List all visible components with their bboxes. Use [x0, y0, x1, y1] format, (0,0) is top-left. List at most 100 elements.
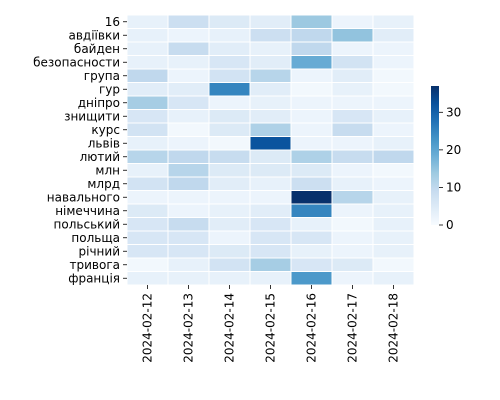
heatmap-cell	[126, 149, 169, 164]
heatmap-cell	[290, 95, 333, 110]
heatmap-cell	[208, 190, 251, 205]
heatmap-cell	[208, 68, 251, 83]
heatmap-cell	[126, 217, 169, 232]
heatmap-cell	[290, 55, 333, 70]
heatmap-cell	[372, 68, 415, 83]
y-tick-label: млн	[95, 163, 120, 177]
heatmap-cell	[249, 163, 292, 178]
heatmap-cell	[208, 217, 251, 232]
y-tick-label: тривога	[70, 258, 120, 272]
heatmap-cell	[208, 122, 251, 137]
y-tick-label: франція	[68, 271, 120, 285]
x-tick-label: 2024-02-17	[346, 293, 360, 363]
heatmap-cell	[372, 82, 415, 97]
heatmap-cell	[208, 149, 251, 164]
x-tick-label: 2024-02-14	[223, 293, 237, 363]
heatmap-cell	[331, 82, 374, 97]
colorbar-tick-label: 0	[446, 218, 454, 232]
heatmap-cell	[331, 176, 374, 191]
heatmap-cell	[126, 28, 169, 43]
heatmap-cell	[290, 163, 333, 178]
heatmap-cell	[372, 176, 415, 191]
heatmap-cell	[249, 122, 292, 137]
heatmap-cell	[126, 163, 169, 178]
heatmap-cell	[372, 244, 415, 259]
heatmap-cell	[126, 95, 169, 110]
heatmap-cell	[290, 41, 333, 56]
heatmap-cell	[126, 109, 169, 124]
y-tick-label: лютий	[80, 150, 120, 164]
heatmap-cell	[331, 109, 374, 124]
heatmap-cell	[126, 230, 169, 245]
x-tick-label: 2024-02-12	[141, 293, 155, 363]
y-tick-label: безопасности	[33, 55, 120, 69]
heatmap-cell	[167, 41, 210, 56]
heatmap-cell	[372, 14, 415, 29]
heatmap-cell	[249, 271, 292, 286]
heatmap-cell	[331, 163, 374, 178]
heatmap-cell	[331, 122, 374, 137]
heatmap-cell	[208, 109, 251, 124]
heatmap-cell	[372, 230, 415, 245]
heatmap-cell	[331, 244, 374, 259]
y-tick-label: дніпро	[78, 96, 120, 110]
heatmap-cell	[249, 136, 292, 151]
heatmap-cell	[249, 14, 292, 29]
heatmap-cell	[249, 230, 292, 245]
heatmap-cell	[372, 271, 415, 286]
heatmap-cell	[208, 82, 251, 97]
heatmap-cell	[167, 55, 210, 70]
heatmap-cell	[331, 28, 374, 43]
heatmap-cell	[331, 68, 374, 83]
heatmap-cell	[331, 190, 374, 205]
heatmap-cell	[126, 14, 169, 29]
heatmap-cell	[126, 55, 169, 70]
heatmap-cell	[249, 190, 292, 205]
heatmap-cell	[290, 14, 333, 29]
heatmap-cell	[372, 55, 415, 70]
heatmap-cell	[331, 55, 374, 70]
heatmap-cell	[208, 271, 251, 286]
heatmap-cell	[126, 203, 169, 218]
heatmap-cell	[331, 41, 374, 56]
heatmap-cell	[126, 257, 169, 272]
y-tick-label: 16	[105, 15, 120, 29]
heatmap-cell	[126, 82, 169, 97]
heatmap-cell	[167, 149, 210, 164]
y-tick-label: гур	[99, 82, 120, 96]
heatmap-cell	[331, 136, 374, 151]
y-tick-label: польський	[54, 217, 120, 231]
heatmap-cell	[167, 82, 210, 97]
heatmap-cell	[290, 149, 333, 164]
heatmap-cell	[290, 230, 333, 245]
colorbar-gradient	[431, 86, 439, 225]
heatmap-cell	[208, 28, 251, 43]
y-tick-label: польща	[71, 231, 120, 245]
heatmap-cell	[249, 82, 292, 97]
heatmap-cell	[167, 244, 210, 259]
heatmap-cell	[167, 176, 210, 191]
heatmap-cell	[372, 257, 415, 272]
heatmap-cell	[249, 55, 292, 70]
heatmap-cell	[249, 95, 292, 110]
y-tick-label: навального	[47, 190, 120, 204]
heatmap-cell	[372, 217, 415, 232]
heatmap-cell	[290, 271, 333, 286]
heatmap-cell	[372, 28, 415, 43]
heatmap-cell	[331, 14, 374, 29]
x-tick-label: 2024-02-13	[182, 293, 196, 363]
y-tick-label: німеччина	[55, 204, 120, 218]
heatmap-cell	[290, 257, 333, 272]
heatmap-cell	[290, 176, 333, 191]
colorbar: 0 10 20 30	[431, 86, 461, 232]
heatmap-cell	[208, 244, 251, 259]
heatmap-cell	[167, 28, 210, 43]
heatmap-cell	[126, 68, 169, 83]
heatmap-cell	[208, 203, 251, 218]
heatmap-cell	[372, 109, 415, 124]
x-tick-labels: 2024-02-12 2024-02-13 2024-02-14 2024-02-15…	[141, 285, 401, 363]
heatmap-cell	[331, 149, 374, 164]
y-tick-label: байден	[74, 42, 120, 56]
heatmap-cell	[372, 95, 415, 110]
heatmap-cell	[126, 176, 169, 191]
